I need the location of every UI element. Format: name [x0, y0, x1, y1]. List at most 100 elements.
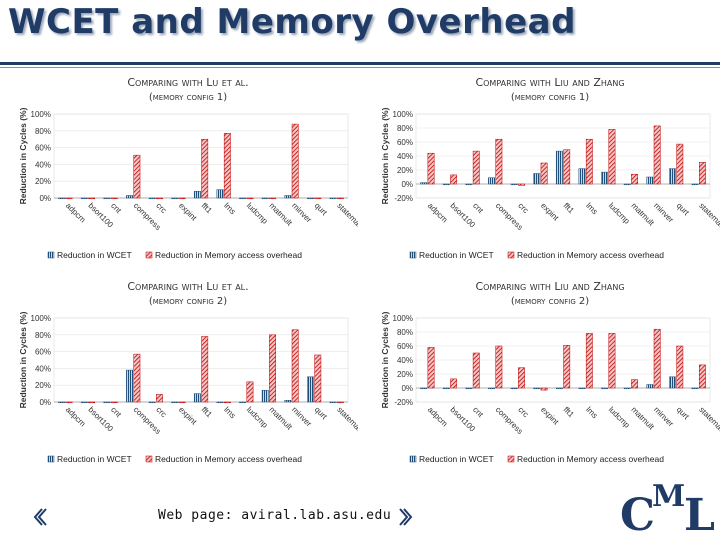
bar-wcet — [669, 168, 676, 185]
chart-title-line: (memory config 2) — [149, 296, 227, 307]
bar-memory — [518, 367, 525, 389]
bar-memory — [631, 379, 638, 389]
legend-swatch-wcet — [409, 251, 417, 259]
bar-memory — [65, 197, 73, 200]
bar-memory — [223, 133, 231, 199]
y-tick-label: 60% — [35, 348, 51, 357]
x-tick-label: qurt — [313, 201, 330, 218]
y-tick-label: 40% — [35, 160, 51, 169]
chart-title-line: (memory config 1) — [511, 92, 589, 103]
bar-wcet — [442, 183, 450, 186]
x-tick-label: cnt — [471, 405, 485, 419]
bar-wcet — [623, 387, 631, 390]
x-tick-label: expint — [539, 201, 561, 223]
y-tick-label: 0% — [401, 180, 413, 189]
bar-memory — [585, 138, 593, 185]
plot-area — [53, 317, 349, 403]
y-axis-label: Reduction in Cycles (%) — [380, 107, 390, 204]
x-tick-label: crc — [516, 201, 530, 215]
chart-lu-config-2: Comparing with Lu et al. (memory config 2… — [18, 274, 358, 470]
bar-wcet — [284, 195, 292, 199]
footer-webpage[interactable]: Web page: aviral.lab.asu.edu — [158, 508, 392, 523]
x-tick-label: crc — [154, 405, 168, 419]
bar-wcet — [420, 182, 428, 185]
x-tick-label: cnt — [471, 201, 485, 215]
bar-wcet — [261, 197, 269, 200]
x-tick-label: statemate — [697, 201, 720, 233]
bar-wcet — [533, 387, 541, 390]
bar-wcet — [465, 183, 473, 186]
back-arrow-icon[interactable] — [30, 506, 48, 528]
legend-swatch-wcet — [47, 455, 55, 463]
bar-memory — [653, 328, 661, 389]
bar-wcet — [578, 168, 586, 185]
bar-wcet — [216, 189, 224, 199]
x-tick-label: lms — [222, 405, 237, 420]
y-tick-label: 80% — [35, 127, 51, 136]
x-tick-label: crc — [154, 201, 168, 215]
bar-memory — [156, 197, 163, 200]
title-rule-thin — [0, 67, 720, 68]
bar-memory — [269, 197, 276, 200]
bar-memory — [518, 183, 525, 186]
bar-wcet — [329, 401, 337, 404]
x-tick-label: matmult — [629, 405, 656, 432]
bar-wcet — [80, 197, 88, 200]
y-axis-label: Reduction in Cycles (%) — [18, 311, 28, 408]
x-tick-label: matmult — [629, 201, 656, 228]
bar-wcet — [329, 197, 337, 200]
bar-wcet — [465, 387, 473, 390]
legend-label: Reduction in Memory access overhead — [155, 454, 302, 464]
bar-wcet — [488, 177, 495, 185]
bar-wcet — [601, 171, 609, 185]
bar-memory — [178, 197, 186, 200]
y-tick-label: 40% — [35, 364, 51, 373]
bar-wcet — [307, 197, 314, 200]
bar-wcet — [601, 387, 609, 390]
bar-wcet — [148, 197, 156, 200]
y-tick-label: 100% — [393, 110, 413, 119]
x-tick-label: ludcmp — [245, 201, 270, 226]
chart-liu-zhang-config-1: Comparing with Liu and Zhang (memory conf… — [380, 70, 720, 266]
plot-area — [53, 113, 349, 199]
x-tick-label: expint — [177, 405, 199, 427]
chart-svg: Comparing with Liu and Zhang (memory conf… — [380, 280, 720, 464]
bar-memory — [450, 174, 458, 185]
bar-memory — [246, 381, 254, 403]
y-tick-label: 100% — [31, 314, 51, 323]
bar-memory — [336, 197, 344, 200]
x-tick-label: adpcm — [426, 405, 450, 429]
y-tick-label: 80% — [397, 328, 413, 337]
bar-memory — [133, 154, 141, 199]
chart-title-line: Comparing with Lu et al. — [127, 280, 248, 293]
bar-memory — [563, 149, 571, 185]
bar-memory — [495, 345, 503, 389]
chart-svg: Comparing with Lu et al. (memory config 2… — [18, 280, 358, 464]
bar-memory — [450, 378, 458, 389]
x-tick-label: lms — [584, 405, 599, 420]
legend-swatch-wcet — [409, 455, 417, 463]
legend-label: Reduction in WCET — [419, 454, 494, 464]
bar-wcet — [193, 393, 201, 403]
chart-liu-zhang-config-2: Comparing with Liu and Zhang (memory conf… — [380, 274, 720, 470]
y-tick-label: 20% — [397, 370, 413, 379]
x-tick-label: matmult — [267, 201, 294, 228]
bar-memory — [65, 401, 73, 404]
y-tick-label: 40% — [397, 356, 413, 365]
x-tick-label: matmult — [267, 405, 294, 432]
forward-arrow-icon[interactable] — [398, 506, 416, 528]
bar-wcet — [307, 376, 314, 403]
x-tick-label: qurt — [675, 201, 692, 218]
bar-memory — [88, 401, 96, 404]
bar-wcet — [623, 183, 631, 186]
bar-memory — [698, 162, 706, 185]
x-tick-label: ludcmp — [607, 405, 632, 430]
bar-memory — [223, 401, 231, 404]
y-tick-label: 80% — [397, 124, 413, 133]
chart-lu-config-1: Comparing with Lu et al. (memory config 1… — [18, 70, 358, 266]
x-tick-label: fft1 — [200, 405, 215, 420]
bar-wcet — [691, 183, 699, 186]
chart-title-line: Comparing with Liu and Zhang — [475, 76, 624, 89]
x-tick-label: statemate — [335, 201, 358, 233]
bar-wcet — [420, 387, 428, 390]
